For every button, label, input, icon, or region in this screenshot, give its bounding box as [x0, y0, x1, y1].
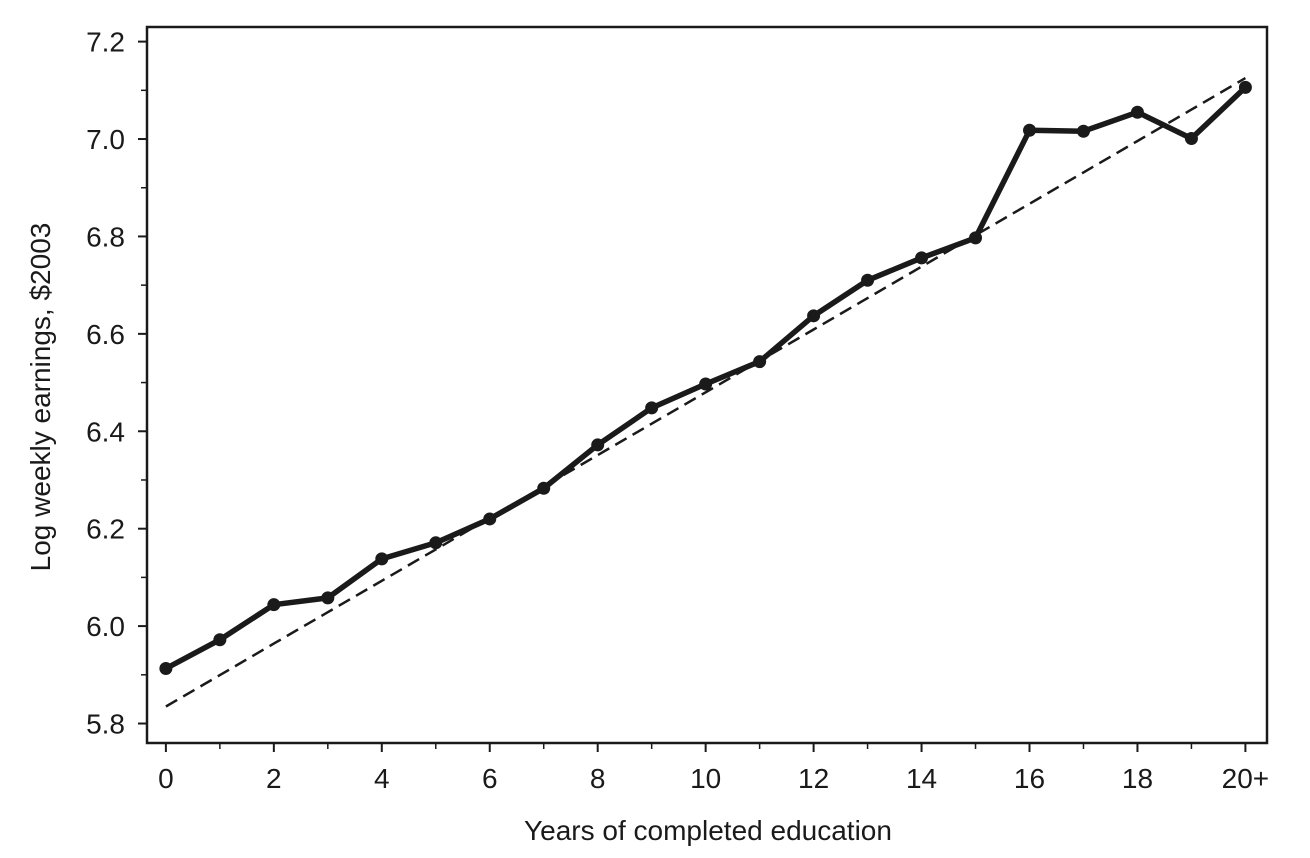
data-point: [1184, 132, 1198, 146]
data-point: [483, 512, 497, 526]
x-tick-label: 8: [590, 763, 606, 794]
data-point: [591, 438, 605, 452]
y-tick-label: 6.0: [86, 611, 125, 642]
y-tick-label: 7.2: [86, 27, 125, 58]
data-point: [1023, 123, 1037, 137]
data-point: [375, 552, 389, 566]
x-tick-label: 12: [798, 763, 829, 794]
y-tick-label: 7.0: [86, 124, 125, 155]
y-axis-title: Log weekly earnings, $2003: [25, 223, 56, 572]
x-tick-label: 16: [1014, 763, 1045, 794]
data-point: [645, 401, 659, 415]
data-point: [699, 377, 713, 391]
data-point: [969, 231, 983, 245]
x-axis-title: Years of completed education: [524, 815, 892, 846]
series-layer: [159, 77, 1252, 708]
x-tick-label: 14: [906, 763, 937, 794]
data-point: [861, 273, 875, 287]
data-point: [267, 598, 281, 612]
data-point: [321, 591, 335, 605]
x-tick-label: 0: [158, 763, 174, 794]
x-tick-label: 4: [374, 763, 390, 794]
plot-frame: [145, 25, 1269, 745]
y-tick-label: 6.2: [86, 514, 125, 545]
y-tick-label: 6.4: [86, 416, 125, 447]
dashed-fit-line: [165, 77, 1247, 708]
y-tick-label: 6.6: [86, 319, 125, 350]
data-point: [915, 251, 929, 265]
x-tick-label: 2: [266, 763, 282, 794]
data-point: [1076, 124, 1090, 138]
data-point: [429, 536, 443, 550]
x-tick-label: 20+: [1222, 763, 1270, 794]
data-point: [1130, 105, 1144, 119]
y-tick-label: 6.8: [86, 221, 125, 252]
axes: 5.8 6.0 6.2 6.4 6.6 6.8 7.0 7.2 0 2 4 6 8 10 12 14 16 18 2…: [86, 25, 1270, 794]
y-tick-label: 5.8: [86, 709, 125, 740]
data-point: [1238, 80, 1252, 94]
data-point: [159, 661, 173, 675]
x-tick-label: 6: [482, 763, 498, 794]
x-tick-label: 10: [690, 763, 721, 794]
data-point: [807, 309, 821, 323]
x-tick-label: 18: [1122, 763, 1153, 794]
data-point: [213, 633, 227, 647]
